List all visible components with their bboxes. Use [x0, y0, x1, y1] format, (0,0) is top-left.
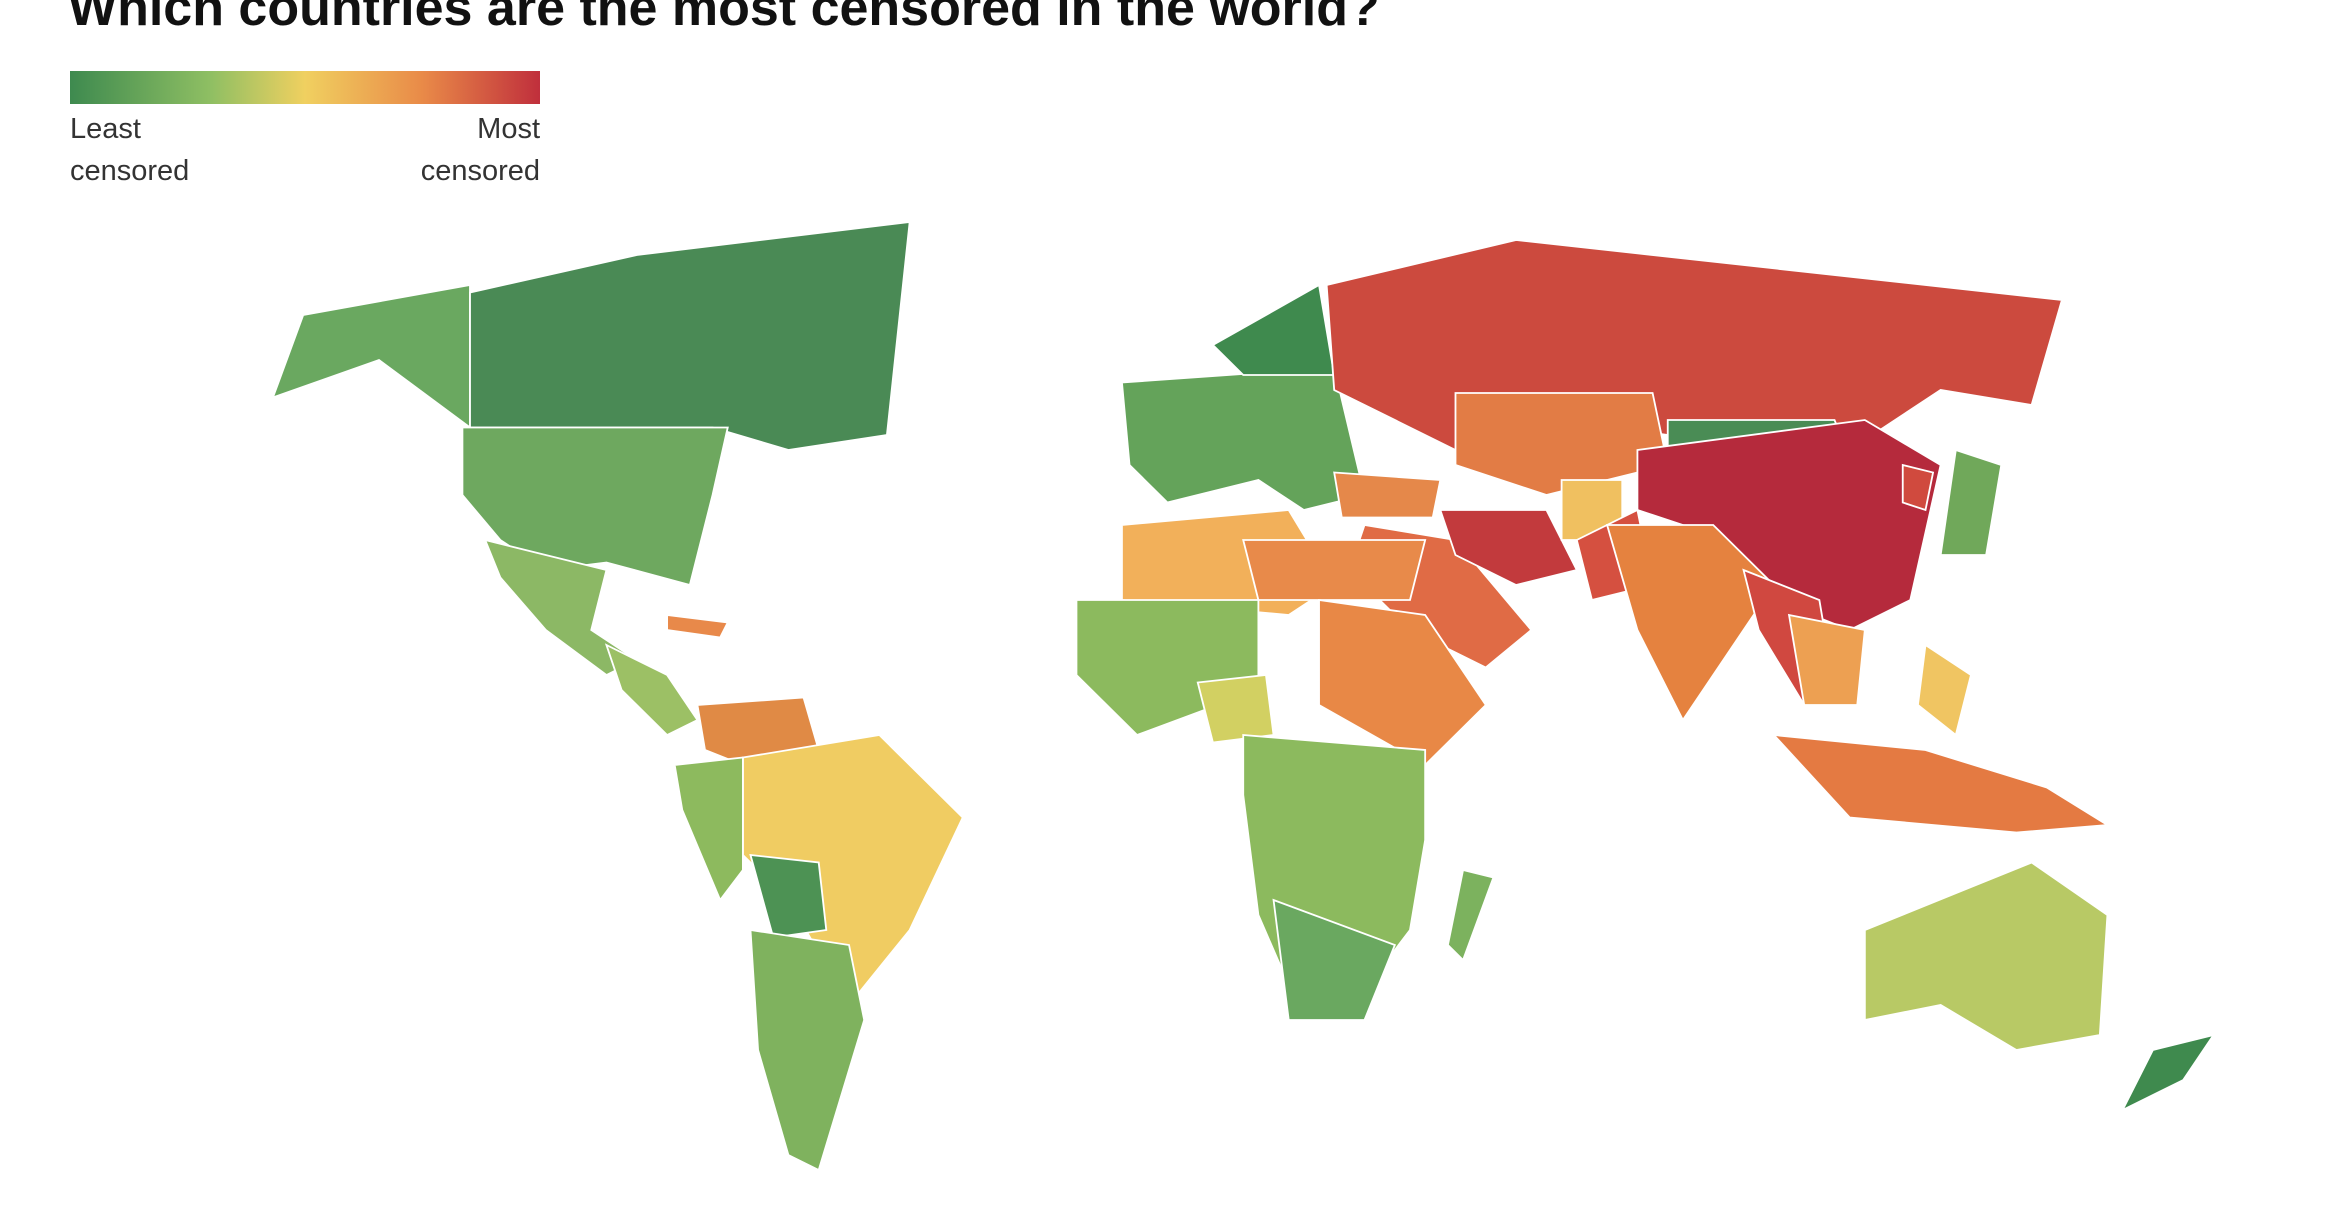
- brazil: [741, 734, 964, 1007]
- legend-gradient: [70, 71, 540, 104]
- indochina: [1787, 613, 1866, 706]
- southern-africa: [1272, 898, 1397, 1021]
- philippines: [1916, 643, 1973, 737]
- north-africa-east: [1242, 539, 1427, 601]
- central-america: [604, 643, 699, 737]
- countries: [271, 220, 2216, 1172]
- nigeria: [1196, 674, 1275, 744]
- legend-high-label: Most censored: [420, 113, 540, 187]
- bolivia: [749, 853, 828, 939]
- legend-low-label: Least censored: [70, 113, 190, 187]
- title: Which countries are the most censored in…: [68, 0, 1380, 37]
- peru: [673, 756, 744, 902]
- new-zealand: [2120, 1033, 2216, 1113]
- cuba: [666, 613, 730, 639]
- australia: [1863, 861, 2109, 1051]
- russia: [1325, 239, 2064, 451]
- india: [1605, 524, 1776, 722]
- canada: [469, 220, 911, 451]
- usa: [461, 426, 729, 587]
- korea: [1901, 463, 1935, 512]
- indonesia: [1771, 733, 2111, 834]
- europe: [1120, 366, 1366, 511]
- sudan-horn: [1318, 598, 1487, 767]
- madagascar: [1446, 868, 1495, 962]
- alaska: [271, 283, 471, 430]
- argentina-chile: [749, 928, 866, 1172]
- iran: [1439, 509, 1579, 586]
- turkey: [1333, 471, 1442, 519]
- japan: [1939, 448, 2003, 556]
- scandinavia: [1211, 283, 1336, 376]
